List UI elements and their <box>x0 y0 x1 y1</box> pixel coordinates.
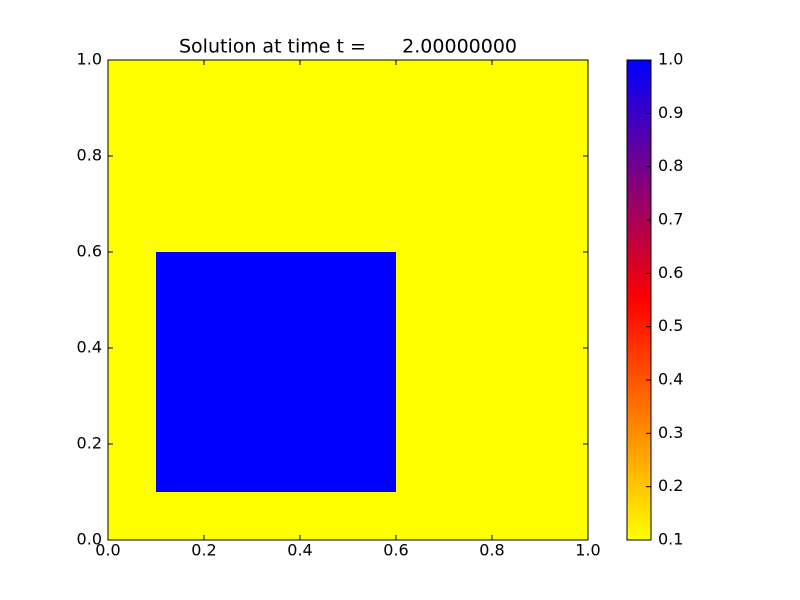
heatmap-cell <box>108 492 156 540</box>
heatmap-cell <box>156 252 396 492</box>
colorbar <box>626 59 652 541</box>
colorbar-tick-label: 0.8 <box>658 156 683 175</box>
heatmap-cell <box>156 492 396 540</box>
heatmap-cell <box>108 252 156 492</box>
y-tick-label: 0.6 <box>77 242 102 261</box>
colorbar-tick-label: 0.5 <box>658 316 683 335</box>
heatmap-cell <box>108 60 156 252</box>
colorbar-tick-label: 0.4 <box>658 370 683 389</box>
heatmap-cell <box>156 60 396 252</box>
x-tick-label: 0.6 <box>383 541 408 560</box>
y-tick-label: 0.0 <box>77 530 102 549</box>
colorbar-tick-label: 0.3 <box>658 423 683 442</box>
x-tick-label: 1.0 <box>575 541 600 560</box>
colorbar-tick-label: 0.7 <box>658 210 683 229</box>
colorbar-tick-label: 0.2 <box>658 476 683 495</box>
colorbar-tick-label: 0.6 <box>658 263 683 282</box>
x-tick-label: 0.8 <box>479 541 504 560</box>
y-tick-label: 0.2 <box>77 434 102 453</box>
heatmap-cell <box>396 60 588 252</box>
heatmap-cell <box>396 252 588 492</box>
colorbar-tick-label: 0.9 <box>658 103 683 122</box>
chart-title: Solution at time t = 2.00000000 <box>179 36 517 58</box>
y-tick-label: 0.8 <box>77 146 102 165</box>
x-tick-label: 0.0 <box>95 541 120 560</box>
colorbar-tick-label: 0.1 <box>658 530 683 549</box>
x-tick-label: 0.4 <box>287 541 312 560</box>
y-tick-label: 0.4 <box>77 338 102 357</box>
plot-frame <box>107 59 589 541</box>
y-tick-label: 1.0 <box>77 50 102 69</box>
x-tick-label: 0.2 <box>191 541 216 560</box>
colorbar-tick-label: 1.0 <box>658 50 683 69</box>
heatmap-cell <box>396 492 588 540</box>
